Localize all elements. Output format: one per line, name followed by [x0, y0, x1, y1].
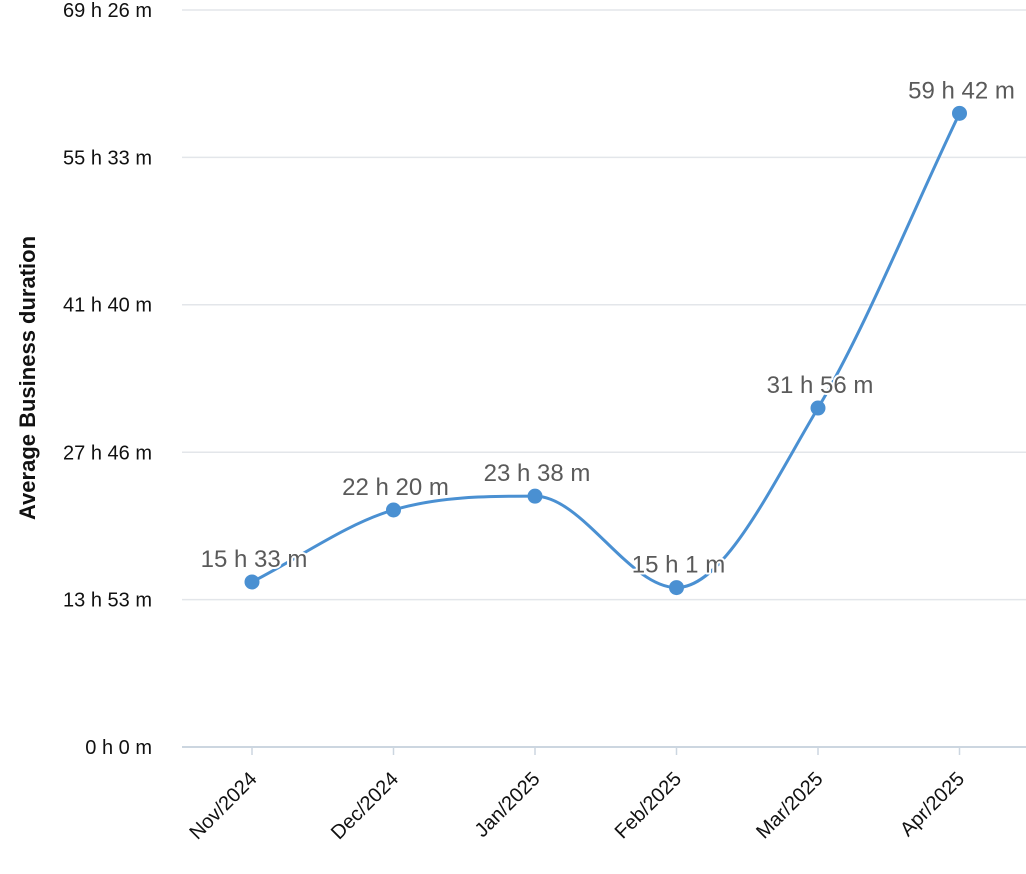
x-tick-label: Apr/2025: [896, 768, 969, 841]
y-tick-label: 55 h 33 m: [63, 147, 152, 169]
data-label: 15 h 1 m: [632, 552, 725, 579]
data-point[interactable]: [810, 400, 826, 416]
data-label: 15 h 33 m: [201, 546, 308, 573]
y-gridlines: [182, 9, 1026, 748]
y-tick-label: 13 h 53 m: [63, 590, 152, 612]
data-point[interactable]: [244, 574, 260, 590]
y-tick-label: 0 h 0 m: [85, 737, 152, 759]
data-point[interactable]: [669, 580, 684, 596]
x-tick-label: Dec/2024: [327, 768, 403, 844]
data-label: 31 h 56 m: [767, 372, 874, 399]
x-tick-label: Nov/2024: [185, 768, 261, 844]
y-tick-label: 41 h 40 m: [63, 295, 152, 317]
series-line: [251, 112, 961, 590]
data-label: 22 h 20 m: [342, 474, 449, 501]
data-label: 23 h 38 m: [484, 460, 591, 487]
series-average-business-duration: [244, 105, 967, 596]
y-tick-label: 69 h 26 m: [63, 0, 152, 22]
x-axis-ticks: Nov/2024 Dec/2024 Jan/2025 Feb/2025 Mar/2025…: [185, 747, 969, 844]
data-point[interactable]: [952, 105, 967, 121]
data-label: 59 h 42 m: [908, 77, 1015, 104]
y-axis-title: Average Business duration: [15, 236, 40, 520]
y-tick-label: 27 h 46 m: [63, 442, 152, 464]
data-point[interactable]: [386, 502, 401, 518]
data-labels: 15 h 33 m 22 h 20 m 23 h 38 m 15 h 1 m 31 h …: [199, 75, 1017, 580]
data-point[interactable]: [527, 488, 543, 504]
y-axis-ticks: 0 h 0 m 13 h 53 m 27 h 46 m 41 h 40 m 55 h 3…: [63, 0, 152, 759]
x-tick-label: Feb/2025: [611, 768, 686, 843]
x-tick-label: Jan/2025: [471, 768, 545, 842]
x-tick-label: Mar/2025: [752, 768, 827, 843]
